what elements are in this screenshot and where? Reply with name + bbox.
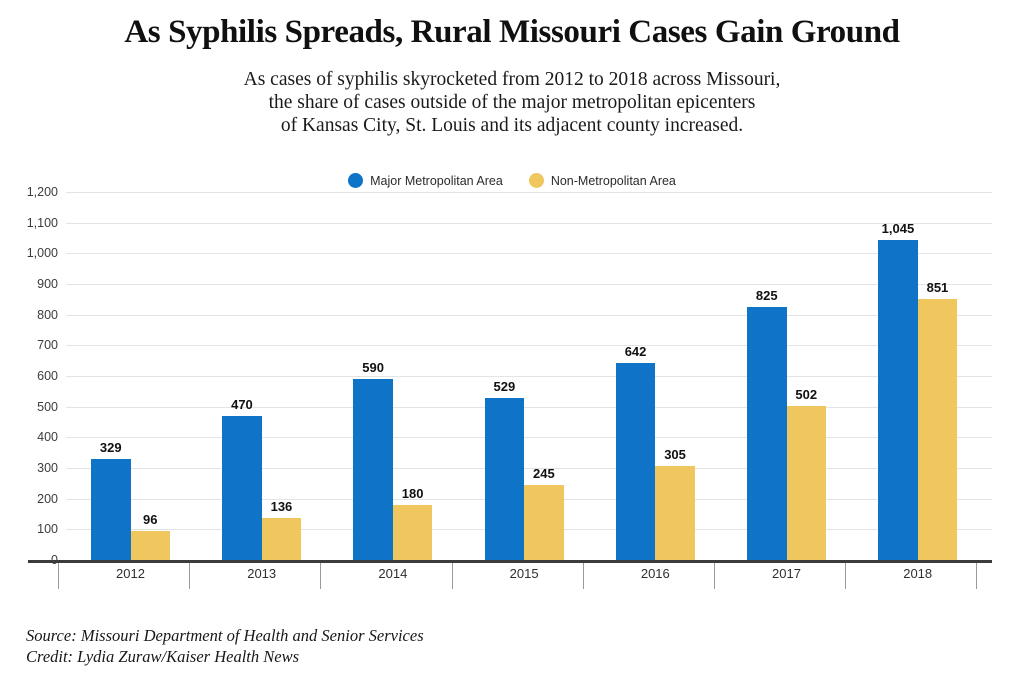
- gridline: [66, 222, 992, 224]
- bar-2012-major-metro[interactable]: [91, 459, 131, 560]
- page-title: As Syphilis Spreads, Rural Missouri Case…: [124, 14, 900, 50]
- x-axis-tick-label-2012: 2012: [116, 566, 145, 581]
- bar-value-label: 642: [624, 344, 647, 360]
- bar-2013-major-metro[interactable]: [222, 415, 262, 560]
- x-axis-separator: [845, 563, 847, 589]
- x-axis-separator: [976, 563, 978, 589]
- gridline: [66, 468, 992, 469]
- bar-value-label: 329: [99, 440, 122, 456]
- y-axis-tick-label: 200: [37, 491, 58, 506]
- bar-2016-major-metro[interactable]: [615, 363, 656, 560]
- footer-source: Source: Missouri Department of Health an…: [26, 626, 424, 645]
- bar-2014-major-metro[interactable]: [353, 379, 393, 560]
- bar-2013-non-metro[interactable]: [261, 518, 302, 560]
- x-axis-tick-label-2016: 2016: [640, 566, 670, 581]
- bar-value-label: 180: [401, 485, 424, 501]
- y-axis-tick-label: 700: [37, 338, 58, 353]
- bar-2012-non-metro[interactable]: [130, 530, 170, 560]
- gridline: [66, 406, 992, 408]
- legend-swatch-icon: [528, 173, 544, 188]
- bar-value-label: 1,045: [881, 220, 915, 236]
- x-axis-tick-label-2017: 2017: [772, 566, 801, 581]
- bar-2017-major-metro[interactable]: [747, 307, 787, 560]
- gridline: [66, 192, 992, 193]
- x-axis-separator: [58, 563, 59, 589]
- gridline: [66, 284, 992, 285]
- bar-value-label: 825: [755, 288, 778, 303]
- gridline: [66, 345, 992, 347]
- y-axis-tick-label: 100: [37, 522, 58, 537]
- x-axis-separator: [320, 563, 322, 589]
- y-axis-tick-label: 800: [37, 307, 58, 322]
- y-axis-tick-label: 1,100: [26, 215, 58, 230]
- footer: Source: Missouri Department of Health an…: [26, 625, 424, 667]
- bar-value-label: 502: [795, 387, 818, 403]
- chart-subtitle-line-3: of Kansas City, St. Louis and its adjace…: [280, 115, 744, 136]
- bar-2015-non-metro[interactable]: [524, 484, 564, 560]
- legend-label: Non-Metropolitan Area: [550, 173, 676, 188]
- x-axis-separator: [189, 563, 191, 589]
- chart-subtitle: As cases of syphilis skyrocketed from 20…: [0, 68, 1024, 137]
- bar-2018-non-metro[interactable]: [917, 299, 958, 560]
- bar-2018-major-metro[interactable]: [878, 239, 918, 560]
- bar-2014-non-metro[interactable]: [392, 504, 433, 560]
- x-axis-separator: [714, 563, 715, 589]
- legend-swatch-icon: [348, 173, 364, 188]
- x-axis-tick-label-2013: 2013: [247, 566, 277, 581]
- y-axis-tick-label: 300: [37, 461, 58, 475]
- bar-2017-non-metro[interactable]: [786, 406, 826, 560]
- x-axis-separator: [451, 563, 453, 589]
- y-axis-tick-label: 400: [37, 430, 58, 445]
- x-axis-tick-label-2015: 2015: [509, 566, 539, 581]
- bar-2015-major-metro[interactable]: [484, 397, 525, 560]
- plot-area: 01002003004005006007008009001,0001,1001,…: [27, 185, 992, 567]
- gridline: [66, 376, 992, 377]
- y-axis-tick-label: 500: [37, 399, 58, 414]
- legend-label: Major Metropolitan Area: [370, 173, 503, 188]
- bar-value-label: 96: [143, 511, 158, 527]
- y-axis-tick-label: 900: [37, 277, 58, 291]
- legend-item-non-metro[interactable]: Non-Metropolitan Area: [528, 173, 676, 188]
- x-axis-line: [28, 560, 992, 563]
- gridline: [66, 253, 992, 255]
- y-axis-tick-label: 1,200: [26, 185, 58, 199]
- y-axis-tick-label: 1,000: [26, 246, 58, 261]
- gridline: [66, 437, 992, 439]
- bar-value-label: 305: [664, 447, 686, 463]
- chart-subtitle-line-1: As cases of syphilis skyrocketed from 20…: [243, 69, 781, 90]
- chart-legend: Major Metropolitan Area Non-Metropolitan …: [0, 173, 1024, 188]
- footer-credit: Credit: Lydia Zuraw/Kaiser Health News: [26, 647, 299, 666]
- x-axis-tick-label-2014: 2014: [378, 566, 408, 581]
- x-axis-tick-label-2018: 2018: [903, 566, 933, 581]
- bar-value-label: 590: [362, 360, 384, 376]
- x-axis-separator: [582, 563, 584, 589]
- chart-subtitle-line-2: the share of cases outside of the major …: [268, 92, 756, 113]
- bar-value-label: 470: [231, 396, 253, 412]
- y-axis-tick-label: 600: [37, 369, 58, 383]
- bar-value-label: 529: [493, 378, 516, 394]
- bar-value-label: 851: [926, 280, 949, 296]
- bar-2016-non-metro[interactable]: [655, 466, 695, 560]
- legend-item-major-metro[interactable]: Major Metropolitan Area: [348, 173, 503, 188]
- bar-value-label: 245: [532, 465, 555, 481]
- bar-value-label: 136: [270, 499, 293, 515]
- gridline: [66, 314, 992, 316]
